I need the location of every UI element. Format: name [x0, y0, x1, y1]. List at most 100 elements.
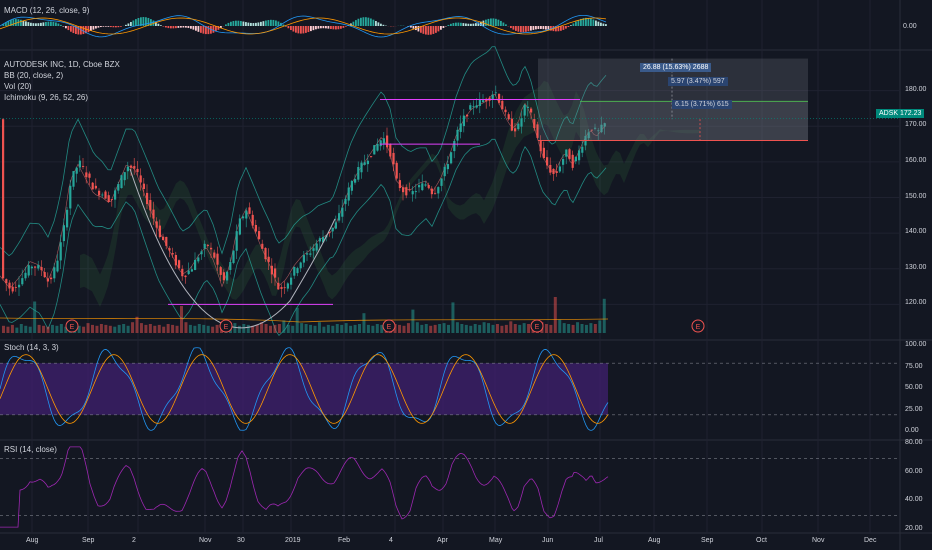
macd-histogram-bar	[570, 25, 572, 26]
candle-body	[206, 244, 209, 246]
macd-histogram-bar	[600, 22, 602, 26]
macd-histogram-bar	[377, 22, 380, 26]
candle-body	[434, 192, 437, 194]
candle-body	[338, 213, 341, 221]
time-axis-label: Aug	[26, 537, 39, 544]
macd-histogram-bar	[102, 26, 105, 27]
macd-histogram-bar	[550, 26, 552, 31]
indicator-vol[interactable]: Vol (20)	[4, 82, 32, 91]
candle-body	[104, 191, 107, 199]
macd-histogram-bar	[590, 18, 592, 26]
indicator-bb[interactable]: BB (20, close, 2)	[4, 71, 64, 80]
volume-bar	[482, 322, 486, 333]
candle-body	[72, 171, 75, 187]
stoch-axis-label: 0.00	[905, 427, 919, 434]
macd-histogram-bar	[340, 26, 342, 29]
candle-body	[21, 278, 24, 285]
macd-histogram-bar	[505, 24, 507, 26]
candle-body	[350, 180, 353, 191]
volume-bar	[135, 316, 139, 333]
volume-bar	[478, 324, 482, 333]
time-axis-label: Oct	[756, 537, 767, 544]
candle-body	[203, 243, 206, 249]
volume-bar	[180, 306, 183, 333]
macd-histogram-bar	[532, 26, 535, 30]
volume-bar	[522, 323, 526, 333]
macd-histogram-bar	[205, 26, 207, 35]
earnings-marker	[530, 319, 544, 333]
macd-histogram-bar	[520, 26, 522, 33]
time-axis-label: Nov	[812, 537, 825, 544]
candle-body	[603, 123, 606, 127]
macd-histogram-bar	[77, 26, 80, 35]
candle-body	[120, 175, 123, 189]
macd-histogram-bar	[330, 26, 332, 30]
candle-body	[507, 114, 510, 120]
rsi-pane[interactable]	[0, 446, 900, 528]
time-axis-label: Sep	[701, 537, 714, 544]
candle-body	[69, 185, 72, 209]
volume-bar	[215, 324, 219, 333]
volume-bar	[42, 325, 46, 333]
candle-body	[379, 140, 382, 147]
time-axis-label: 2019	[285, 537, 301, 544]
stoch-pane[interactable]	[0, 347, 900, 431]
volume-bar	[82, 326, 86, 333]
macd-histogram-bar	[272, 19, 275, 26]
measure-label-2: 5.97 (3.47%) 597	[668, 77, 728, 86]
candle-body	[437, 187, 440, 194]
volume-bar	[358, 324, 361, 333]
symbol-title[interactable]: AUTODESK INC, 1D, Cboe BZX	[4, 60, 120, 69]
macd-histogram-bar	[602, 23, 605, 26]
macd-histogram-bar	[432, 26, 435, 34]
time-axis-label: 2	[132, 537, 136, 544]
macd-histogram-bar	[22, 20, 25, 26]
stoch-label[interactable]: Stoch (14, 3, 3)	[4, 343, 59, 352]
volume-bar	[126, 325, 130, 333]
volume-bar	[157, 324, 161, 333]
candle-body	[248, 207, 251, 214]
macd-histogram-bar	[585, 17, 587, 26]
volume-bar	[473, 324, 477, 333]
bb-upper	[0, 46, 607, 257]
candle-body	[91, 182, 94, 190]
volume-bar	[584, 324, 588, 333]
candle-body	[562, 158, 565, 165]
macd-histogram-bar	[470, 23, 472, 26]
macd-pane[interactable]	[0, 14, 607, 38]
earnings-marker	[382, 319, 396, 333]
candle-body	[587, 132, 590, 139]
macd-histogram-bar	[217, 26, 220, 30]
volume-bar	[567, 324, 571, 333]
candle-body	[123, 172, 126, 181]
macd-histogram-bar	[145, 17, 147, 26]
macd-histogram-bar	[105, 26, 107, 27]
candle-body	[315, 243, 318, 251]
volume-bar	[442, 323, 446, 333]
macd-histogram-bar	[362, 17, 365, 26]
macd-histogram-bar	[490, 18, 492, 26]
candle-body	[56, 260, 59, 272]
earnings-marker-label: E	[696, 324, 701, 331]
volume-bar	[269, 325, 272, 333]
candle-body	[258, 231, 261, 240]
stoch-d-line	[0, 354, 609, 424]
macd-histogram-bar	[537, 26, 540, 30]
macd-histogram-bar	[297, 26, 300, 34]
candle-body	[466, 114, 469, 117]
earnings-marker-label: E	[387, 324, 392, 331]
rsi-label[interactable]: RSI (14, close)	[4, 445, 57, 454]
candle-body	[130, 165, 133, 168]
last-price: 172.23	[900, 110, 922, 117]
indicator-ichimoku[interactable]: Ichimoku (9, 26, 52, 26)	[4, 93, 89, 102]
macd-histogram-bar	[522, 26, 525, 33]
candle-body	[443, 166, 446, 177]
candle-body	[386, 135, 389, 148]
candle-body	[114, 190, 117, 200]
macd-histogram-bar	[465, 23, 467, 26]
macd-histogram-bar	[427, 26, 430, 35]
macd-histogram-bar	[172, 26, 175, 29]
volume-bar	[429, 325, 433, 333]
